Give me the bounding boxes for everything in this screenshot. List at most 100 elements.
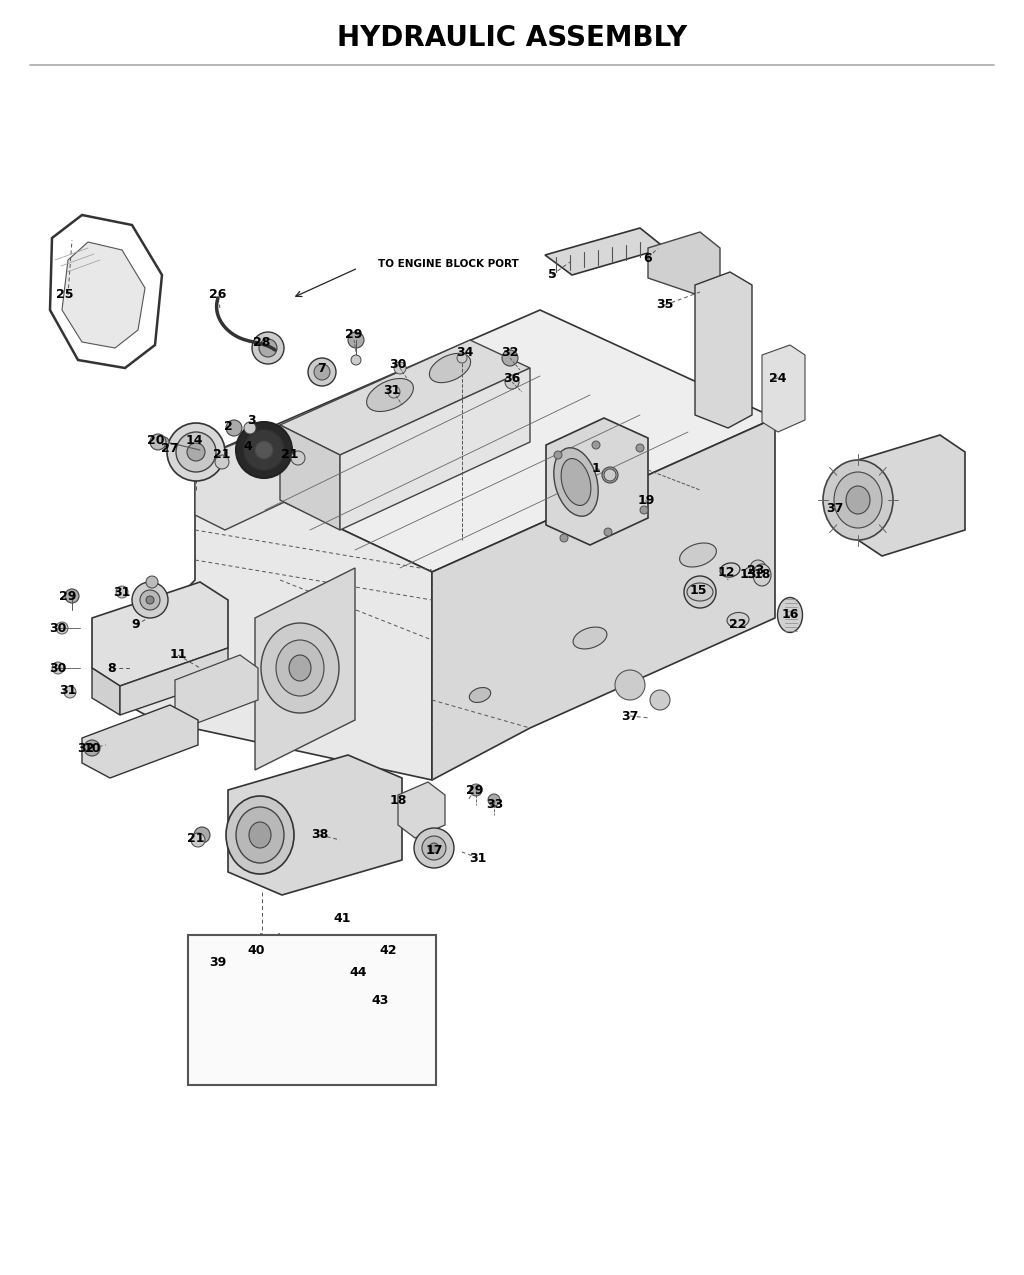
Circle shape (140, 590, 160, 609)
Text: 35: 35 (656, 298, 674, 311)
Circle shape (252, 332, 284, 363)
Circle shape (259, 339, 278, 357)
Text: 44: 44 (349, 965, 367, 978)
Polygon shape (62, 242, 145, 348)
Circle shape (65, 589, 79, 603)
Circle shape (56, 622, 68, 634)
Polygon shape (648, 232, 720, 295)
Text: 42: 42 (379, 944, 396, 956)
Circle shape (394, 362, 406, 374)
Circle shape (281, 996, 288, 1003)
Circle shape (308, 358, 336, 386)
Circle shape (146, 576, 158, 588)
Text: 37: 37 (826, 501, 844, 515)
Polygon shape (195, 310, 775, 572)
Circle shape (191, 833, 205, 847)
Circle shape (650, 690, 670, 710)
Ellipse shape (187, 442, 205, 462)
Circle shape (252, 996, 260, 1003)
Text: 13: 13 (739, 569, 757, 581)
Ellipse shape (846, 486, 870, 514)
Polygon shape (546, 418, 648, 544)
Text: 29: 29 (466, 784, 483, 797)
Circle shape (488, 794, 500, 806)
Ellipse shape (834, 472, 882, 528)
Ellipse shape (429, 353, 471, 382)
Polygon shape (545, 228, 665, 275)
Text: 19: 19 (637, 493, 654, 506)
Text: TO ENGINE BLOCK PORT: TO ENGINE BLOCK PORT (378, 259, 519, 269)
Circle shape (380, 945, 390, 955)
Text: 9: 9 (132, 618, 140, 631)
Ellipse shape (249, 822, 271, 848)
Text: 25: 25 (56, 288, 74, 301)
Ellipse shape (167, 423, 225, 481)
Text: 41: 41 (333, 912, 351, 924)
Ellipse shape (744, 566, 760, 578)
Circle shape (750, 560, 766, 576)
Ellipse shape (261, 623, 339, 713)
Circle shape (636, 444, 644, 453)
Ellipse shape (176, 432, 216, 472)
Circle shape (505, 375, 519, 389)
Text: 26: 26 (209, 288, 226, 301)
Text: 18: 18 (754, 567, 771, 580)
Polygon shape (82, 705, 198, 778)
Text: 30: 30 (49, 621, 67, 635)
Text: 29: 29 (345, 329, 362, 342)
Ellipse shape (727, 612, 749, 627)
Text: 18: 18 (389, 793, 407, 807)
Circle shape (84, 740, 100, 756)
Circle shape (150, 434, 166, 450)
Text: 24: 24 (769, 371, 786, 385)
Polygon shape (92, 668, 120, 715)
Polygon shape (195, 425, 310, 530)
Text: 30: 30 (49, 662, 67, 674)
Polygon shape (340, 368, 530, 530)
Text: 14: 14 (185, 434, 203, 446)
Circle shape (63, 686, 76, 697)
Circle shape (457, 353, 467, 363)
Ellipse shape (680, 543, 717, 567)
Circle shape (366, 989, 384, 1007)
Text: 30: 30 (389, 358, 407, 371)
Ellipse shape (823, 460, 893, 541)
Circle shape (281, 966, 288, 975)
Text: 29: 29 (59, 589, 77, 603)
Circle shape (116, 586, 128, 598)
Circle shape (388, 386, 400, 398)
Circle shape (132, 581, 168, 618)
Circle shape (640, 506, 648, 514)
Polygon shape (118, 460, 432, 780)
Text: 12: 12 (717, 566, 735, 579)
Text: 17: 17 (425, 844, 442, 857)
Ellipse shape (554, 448, 598, 516)
Text: 5: 5 (548, 269, 556, 282)
Circle shape (215, 455, 229, 469)
Text: 27: 27 (161, 441, 179, 454)
Text: 11: 11 (169, 649, 186, 662)
Text: 2: 2 (223, 419, 232, 432)
Circle shape (604, 528, 612, 536)
Ellipse shape (244, 430, 284, 470)
Circle shape (244, 422, 256, 434)
Text: 21: 21 (282, 449, 299, 462)
Circle shape (371, 994, 379, 1002)
Text: 15: 15 (689, 584, 707, 597)
Text: 16: 16 (781, 608, 799, 621)
Text: 21: 21 (187, 831, 205, 844)
Bar (188, 935, 436, 1085)
Text: 4: 4 (244, 440, 252, 453)
Ellipse shape (367, 379, 414, 412)
Text: 37: 37 (622, 709, 639, 723)
Text: 38: 38 (311, 829, 329, 842)
Text: 43: 43 (372, 993, 389, 1006)
Ellipse shape (255, 441, 273, 459)
Text: 22: 22 (729, 618, 746, 631)
Circle shape (359, 982, 391, 1014)
Polygon shape (280, 340, 530, 455)
Text: 39: 39 (209, 955, 226, 969)
Text: 8: 8 (108, 662, 117, 674)
Text: 31: 31 (59, 683, 77, 696)
Text: 32: 32 (502, 346, 519, 358)
